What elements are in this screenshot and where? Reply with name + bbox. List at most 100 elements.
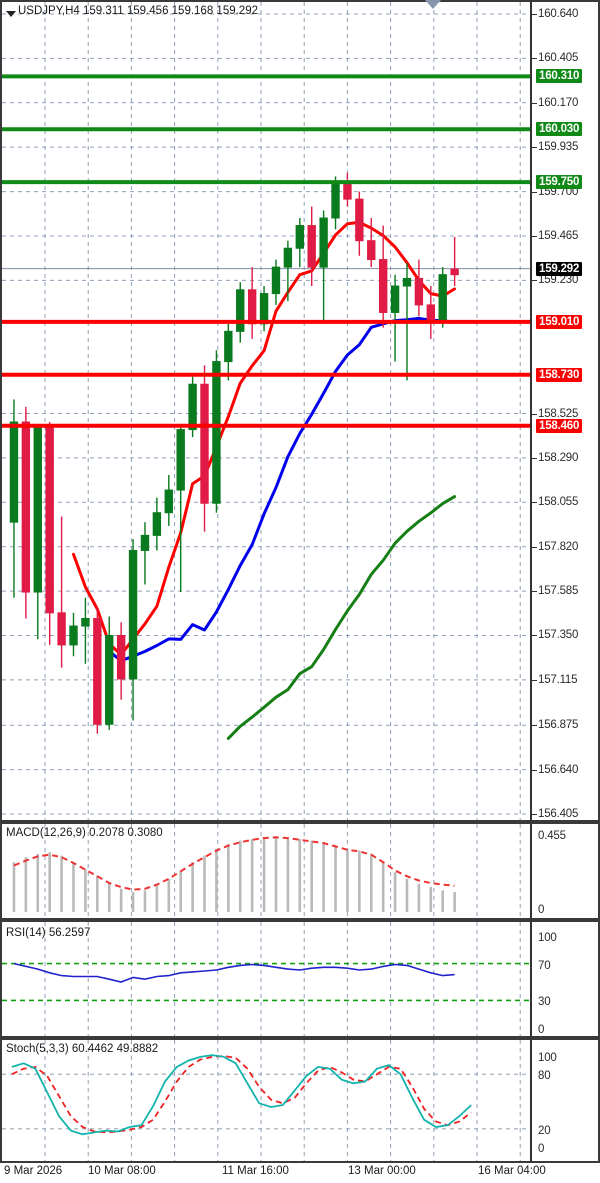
macd-axis: 0.455 0 [530, 822, 600, 920]
candlestick [45, 427, 54, 614]
candlestick [236, 289, 245, 332]
crosshair-pointer-icon [425, 0, 441, 9]
macd-axis-min: 0 [538, 904, 545, 916]
candlestick [200, 383, 209, 504]
stoch-axis-tick: 80 [538, 1070, 551, 1083]
candlestick [140, 534, 150, 551]
candlestick [438, 274, 447, 321]
candlestick [295, 225, 304, 249]
candlestick [93, 617, 102, 725]
candlestick [105, 634, 114, 725]
price-axis-tick: 156.405 [531, 808, 579, 820]
candlestick [128, 549, 138, 680]
price-axis-tick: 160.640 [531, 8, 579, 20]
chart-svg [2, 2, 532, 820]
chart-svg [2, 1040, 532, 1161]
time-axis-label: 11 Mar 16:00 [222, 1165, 289, 1177]
price-axis-tick: 157.115 [531, 673, 578, 686]
price-axis-tick: 159.465 [531, 229, 579, 242]
candlestick [343, 183, 352, 200]
time-axis-label: 10 Mar 08:00 [88, 1165, 156, 1177]
price-axis-tick: 156.875 [531, 719, 579, 732]
resistance-price-tag[interactable]: 160.310 [536, 69, 583, 84]
time-axis-label: 13 Mar 00:00 [348, 1165, 416, 1177]
candlestick [247, 289, 257, 325]
stoch-legend: Stoch(5,3,3) 60.4462 49.8882 [6, 1043, 159, 1055]
macd-plot-area[interactable] [2, 824, 532, 918]
candlestick [390, 285, 400, 313]
support-price-tag[interactable]: 158.460 [536, 418, 583, 433]
candlestick [21, 421, 31, 593]
candlestick [116, 634, 126, 680]
time-axis: 9 Mar 2026 10 Mar 08:00 11 Mar 16:00 13 Mar… [0, 1163, 600, 1183]
rsi-panel[interactable] [0, 920, 600, 1038]
price-axis-tick: 156.640 [531, 763, 579, 776]
price-axis-tick: 157.585 [531, 585, 579, 598]
price-axis-tick: 158.290 [531, 451, 579, 464]
chart-svg [12, 824, 521, 918]
rsi-axis-tick: 70 [538, 959, 551, 972]
candlestick [33, 427, 42, 593]
stoch-axis-tick: 0 [538, 1143, 545, 1155]
stoch-axis: 100 80 20 0 [530, 1038, 600, 1163]
price-axis-tick: 158.055 [531, 496, 579, 509]
candlestick [402, 277, 412, 287]
price-panel[interactable] [0, 0, 600, 822]
candlestick [331, 183, 340, 219]
symbol-legend-text: USDJPY,H4 159.311 159.456 159.168 159.29… [18, 5, 258, 17]
candlestick [283, 247, 293, 268]
stoch-plot-area[interactable] [2, 1040, 532, 1161]
symbol-legend: USDJPY,H4 159.311 159.456 159.168 159.29… [18, 5, 258, 17]
support-price-tag[interactable]: 158.730 [536, 367, 583, 382]
price-axis-tick: 157.820 [531, 540, 579, 553]
rsi-plot-area[interactable] [2, 922, 532, 1036]
candlestick [414, 277, 424, 306]
candlestick [152, 512, 162, 536]
macd-legend: MACD(12,26,9) 0.2078 0.3080 [6, 827, 163, 839]
candlestick [9, 421, 19, 523]
candlestick [307, 225, 316, 268]
candlestick [426, 304, 436, 321]
candlestick [164, 489, 173, 514]
candlestick [81, 617, 90, 627]
candlestick [176, 429, 185, 491]
macd-axis-max: 0.455 [538, 830, 566, 842]
support-price-tag[interactable]: 159.010 [536, 314, 583, 329]
price-axis-tick: 158.525 [531, 407, 579, 420]
rsi-axis-tick: 0 [538, 1024, 545, 1036]
stoch-panel[interactable] [0, 1038, 600, 1163]
candlestick [224, 330, 233, 363]
candlestick [319, 217, 328, 268]
resistance-price-tag[interactable]: 160.030 [536, 122, 583, 137]
stoch-axis-tick: 20 [538, 1124, 551, 1137]
candlestick [367, 240, 376, 261]
candlestick [212, 361, 221, 504]
macd-panel[interactable] [0, 822, 600, 920]
rsi-axis: 100 70 30 0 [530, 920, 600, 1038]
price-axis[interactable]: 160.640 160.405 160.170 159.935 159.700 159.4… [530, 0, 600, 822]
current-price-tag: 159.292 [536, 261, 583, 276]
stoch-axis-tick: 100 [538, 1052, 557, 1064]
price-axis-tick: 159.230 [531, 274, 579, 287]
price-axis-tick: 157.350 [531, 629, 579, 642]
candlestick [259, 293, 269, 325]
resistance-price-tag[interactable]: 159.750 [536, 175, 583, 190]
rsi-legend: RSI(14) 56.2597 [6, 927, 91, 939]
rsi-axis-tick: 100 [538, 932, 557, 944]
price-axis-tick: 160.405 [531, 52, 579, 65]
chevron-down-icon[interactable] [6, 11, 16, 17]
price-axis-tick: 160.170 [531, 96, 579, 109]
candlestick [188, 383, 197, 431]
candlestick [378, 259, 388, 313]
price-plot-area[interactable] [2, 2, 532, 820]
candlestick [450, 268, 459, 276]
chart-svg [2, 922, 532, 1036]
candlestick [69, 625, 78, 646]
rsi-axis-tick: 30 [538, 996, 551, 1009]
candlestick [355, 198, 364, 242]
time-axis-label: 9 Mar 2026 [4, 1165, 63, 1177]
candlestick [57, 612, 66, 646]
candlestick [271, 266, 281, 295]
time-axis-label: 16 Mar 04:00 [478, 1165, 546, 1177]
